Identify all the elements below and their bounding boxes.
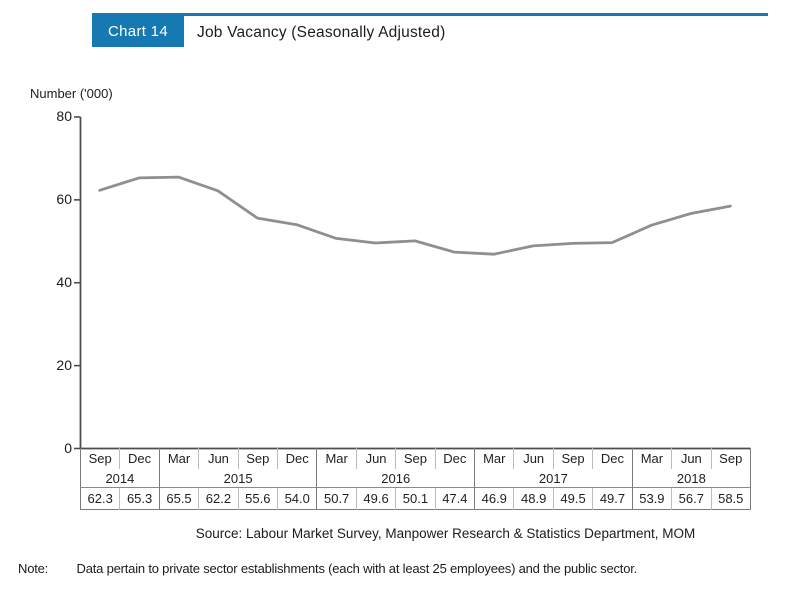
month-cell: Mar: [158, 448, 199, 469]
month-cell: Sep: [395, 448, 436, 469]
value-cell: 56.7: [671, 487, 711, 510]
note-row: Note: Data pertain to private sector est…: [18, 561, 637, 576]
vacancy-line: [98, 175, 732, 256]
value-cell: 46.9: [474, 487, 514, 510]
header-rule: [92, 13, 768, 16]
month-cell: Mar: [316, 448, 357, 469]
y-tick-label: 40: [56, 273, 72, 290]
value-cell: 58.5: [710, 487, 751, 510]
value-cell: 62.2: [198, 487, 239, 510]
chart-title: Job Vacancy (Seasonally Adjusted): [197, 24, 446, 41]
line-chart-plot: [74, 116, 751, 450]
month-cell: Jun: [198, 448, 239, 469]
value-cell: 50.1: [395, 487, 436, 510]
month-cell: Dec: [119, 448, 160, 469]
month-cell: Dec: [277, 448, 317, 469]
year-cell: 2018: [631, 469, 751, 488]
value-cell: 53.9: [631, 487, 672, 510]
month-cell: Dec: [592, 448, 633, 469]
y-tick-label: 0: [64, 439, 72, 456]
year-row: 2014 2015 2016 2017 2018: [81, 469, 751, 488]
value-cell: 50.7: [316, 487, 357, 510]
year-cell: 2015: [158, 469, 317, 488]
month-cell: Jun: [671, 448, 711, 469]
month-cell: Jun: [513, 448, 554, 469]
note-label: Note:: [18, 561, 49, 576]
value-cell: 54.0: [277, 487, 317, 510]
value-cell: 49.5: [552, 487, 593, 510]
y-tick-label: 60: [56, 190, 72, 207]
value-cell: 65.3: [119, 487, 160, 510]
source-line: Source: Labour Market Survey, Manpower R…: [195, 526, 696, 541]
month-cell: Jun: [355, 448, 396, 469]
y-tick-label: 20: [56, 356, 72, 373]
month-row: Sep Dec Mar Jun Sep Dec Mar Jun Sep Dec Mar Jun Sep D…: [81, 448, 751, 469]
y-axis-title: Number ('000): [30, 86, 113, 101]
data-table: Sep Dec Mar Jun Sep Dec Mar Jun Sep Dec Mar Jun Sep D…: [80, 448, 751, 510]
month-cell: Sep: [88, 451, 112, 466]
value-row: 62.3 65.3 65.5 62.2 55.6 54.0 50.7 49.6 50.1 47.4…: [80, 487, 751, 510]
value-cell: 47.4: [434, 487, 475, 510]
value-cell: 49.7: [592, 487, 633, 510]
year-cell: 2014: [105, 470, 135, 486]
note-text: Data pertain to private sector establish…: [76, 561, 638, 576]
month-cell: Mar: [631, 448, 672, 469]
month-cell: Sep: [710, 448, 751, 469]
chart-number-badge: Chart 14: [92, 16, 184, 47]
month-cell: Dec: [434, 448, 475, 469]
year-cell: 2017: [474, 469, 633, 488]
month-cell: Mar: [474, 448, 514, 469]
month-cell: Sep: [237, 448, 278, 469]
value-cell: 49.6: [355, 487, 396, 510]
value-cell: 48.9: [513, 487, 554, 510]
y-tick-label: 80: [56, 108, 72, 124]
value-cell: 55.6: [237, 487, 278, 510]
month-cell: Sep: [552, 448, 593, 469]
value-cell: 65.5: [158, 487, 199, 510]
year-cell: 2016: [316, 469, 475, 488]
value-cell: 62.3: [80, 487, 120, 510]
